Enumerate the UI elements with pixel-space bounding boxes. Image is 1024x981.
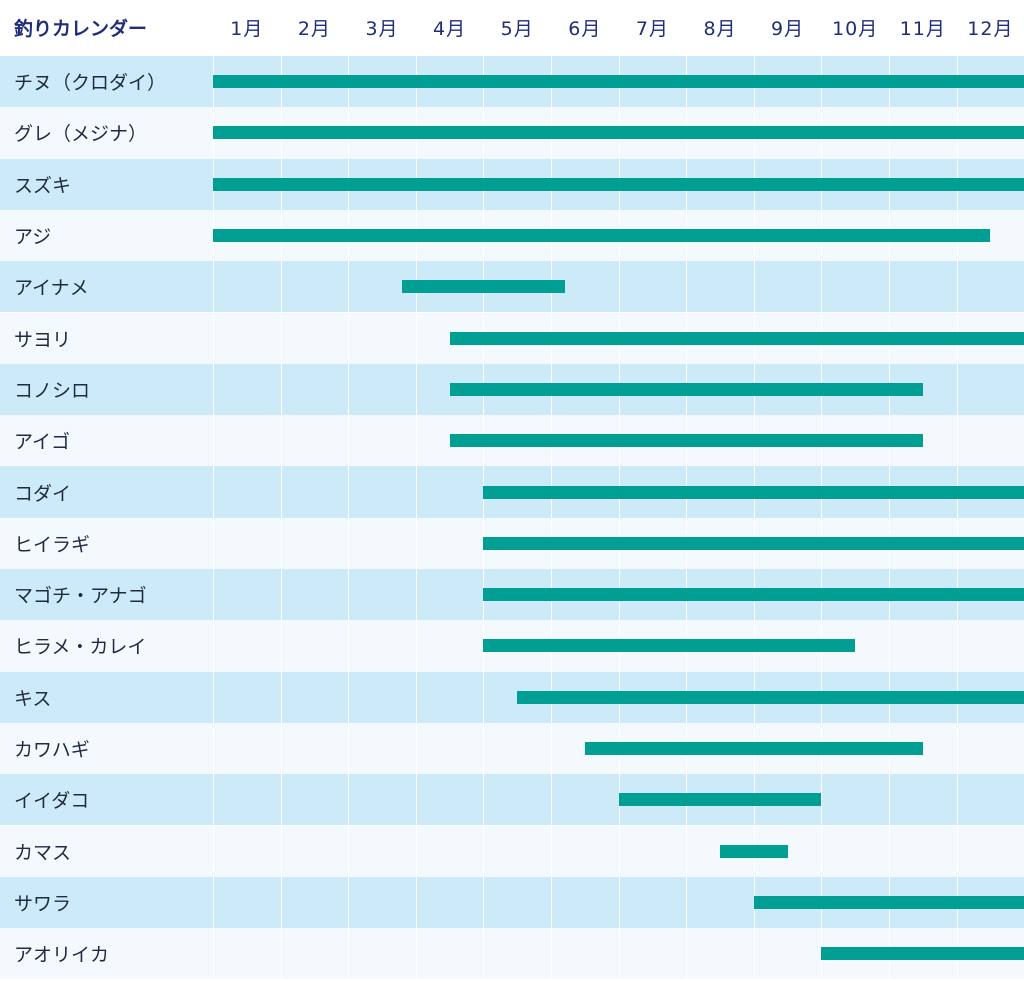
chart-title: 釣りカレンダー [14, 18, 148, 40]
season-bar [483, 485, 1024, 499]
month-gridline [213, 56, 214, 980]
month-gridline [280, 56, 282, 980]
month-gridline [348, 56, 350, 980]
fish-name-label: マゴチ・アナゴ [14, 585, 147, 608]
season-bar [618, 793, 822, 807]
season-bar [213, 177, 1024, 191]
month-label: 6月 [568, 18, 602, 40]
month-label: 9月 [771, 18, 805, 40]
fish-name-label: カワハギ [14, 739, 90, 762]
fish-name-label: スズキ [14, 174, 72, 197]
month-label: 5月 [500, 18, 534, 40]
month-gridline [821, 56, 823, 980]
fish-name-label: チヌ（クロダイ） [14, 72, 167, 95]
fish-name-label: コノシロ [14, 379, 91, 402]
season-bar [213, 75, 1024, 89]
season-bar [517, 690, 1024, 704]
season-bar [753, 895, 1024, 909]
season-bar [449, 331, 1024, 345]
fish-name-label: アイナメ [14, 277, 89, 300]
season-bar [449, 434, 923, 448]
fish-name-label: ヒラメ・カレイ [14, 636, 147, 659]
fish-name-label: アイゴ [14, 431, 71, 454]
month-gridline [686, 56, 688, 980]
month-gridline [753, 56, 755, 980]
calendar-header: 釣りカレンダー 1月 2月 3月 4月 5月 6月 7月 8月 9月 10月 11月 12月 [0, 0, 1024, 56]
month-label: 3月 [365, 18, 399, 40]
month-label: 10月 [832, 18, 879, 40]
season-bar [402, 280, 565, 294]
month-gridline [889, 56, 890, 980]
month-label: 11月 [899, 18, 946, 40]
month-gridline [956, 56, 958, 980]
season-bar [720, 844, 788, 858]
fish-name-label: コダイ [14, 482, 72, 505]
season-bar [483, 639, 856, 653]
season-bar [483, 588, 1024, 602]
month-gridline [483, 56, 485, 980]
season-bar [821, 947, 1024, 961]
month-label: 1月 [230, 18, 264, 40]
month-label: 12月 [967, 18, 1014, 40]
fish-row: カマス [0, 825, 1024, 877]
fish-name-label: アジ [14, 226, 52, 249]
fish-name-label: カマス [14, 841, 72, 864]
month-label: 4月 [433, 18, 467, 40]
season-bar [449, 382, 923, 396]
season-bar [584, 742, 923, 756]
fish-name-label: ヒイラギ [14, 533, 91, 556]
fish-name-label: イイダコ [14, 790, 90, 813]
fish-name-label: サワラ [14, 892, 72, 915]
month-label: 8月 [703, 18, 737, 40]
fish-row: イイダコ [0, 774, 1024, 826]
month-gridline [618, 56, 620, 980]
fish-name-label: キス [14, 687, 52, 710]
month-label: 7月 [635, 18, 669, 40]
month-label: 2月 [297, 18, 331, 40]
season-bar [483, 536, 1024, 550]
fish-name-label: サヨリ [14, 328, 72, 351]
month-gridline [551, 56, 552, 980]
season-bar [213, 229, 991, 243]
fish-name-label: アオリイカ [14, 944, 110, 967]
season-bar [213, 126, 1024, 140]
month-gridline [415, 56, 417, 980]
fish-name-label: グレ（メジナ） [14, 123, 148, 146]
